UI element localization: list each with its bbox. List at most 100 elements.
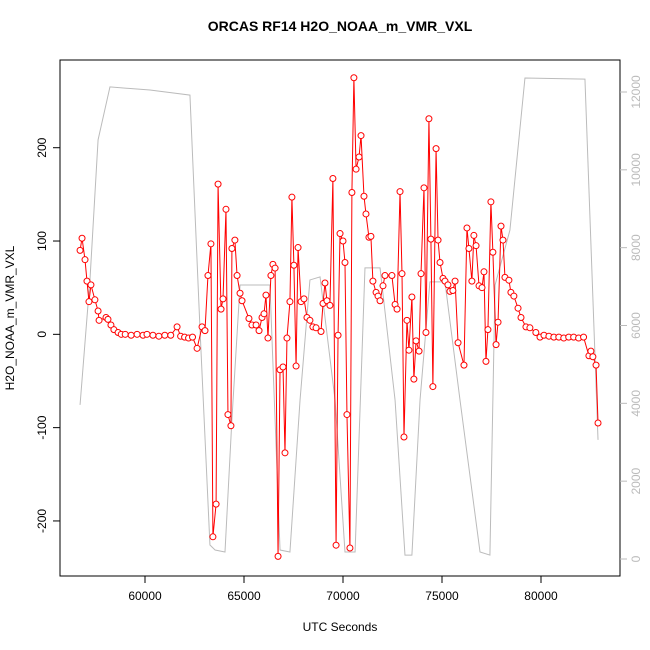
data-point xyxy=(317,328,325,336)
y-tick-label: 100 xyxy=(35,231,49,251)
x-tick-label: 65000 xyxy=(227,589,261,603)
y2-tick-label: 0 xyxy=(629,555,643,562)
data-point xyxy=(281,449,289,457)
data-point xyxy=(334,331,342,339)
data-point xyxy=(95,316,103,324)
data-point xyxy=(85,298,93,306)
x-tick-label: 60000 xyxy=(128,589,162,603)
x-axis-label: UTC Seconds xyxy=(303,620,378,634)
data-point xyxy=(427,235,435,243)
data-point xyxy=(510,292,518,300)
data-point xyxy=(255,327,263,335)
data-point xyxy=(94,307,102,315)
data-point xyxy=(388,272,396,280)
data-point xyxy=(290,261,298,269)
data-point xyxy=(393,305,401,313)
data-point xyxy=(367,232,375,240)
data-point xyxy=(580,333,588,341)
data-point xyxy=(532,328,540,336)
data-point xyxy=(204,272,212,280)
data-point xyxy=(336,230,344,238)
data-point xyxy=(288,193,296,201)
y2-tick-label: 6000 xyxy=(629,312,643,339)
data-point xyxy=(460,361,468,369)
y-tick-label: -100 xyxy=(35,415,49,439)
data-point xyxy=(352,165,360,173)
data-point xyxy=(209,533,217,541)
data-point xyxy=(326,301,334,309)
y2-tick-label: 8000 xyxy=(629,234,643,261)
data-point xyxy=(482,357,490,365)
data-point xyxy=(341,258,349,266)
data-point xyxy=(514,304,522,312)
data-point xyxy=(127,331,135,339)
data-point xyxy=(348,188,356,196)
data-point xyxy=(227,422,235,430)
y2-tick-label: 12000 xyxy=(629,75,643,109)
data-point xyxy=(87,281,95,289)
data-point xyxy=(463,224,471,232)
data-point xyxy=(343,411,351,419)
data-point xyxy=(357,132,365,140)
data-point xyxy=(81,256,89,264)
chart-title: ORCAS RF14 H2O_NOAA_m_VMR_VXL xyxy=(208,18,473,34)
data-point xyxy=(403,316,411,324)
data-point xyxy=(425,115,433,123)
data-point xyxy=(355,153,363,161)
data-point xyxy=(592,361,600,369)
data-point xyxy=(224,411,232,419)
data-point xyxy=(149,331,157,339)
data-point xyxy=(91,296,99,304)
data-point xyxy=(189,333,197,341)
data-point xyxy=(410,375,418,383)
data-point xyxy=(78,234,86,242)
data-point xyxy=(400,433,408,441)
data-point xyxy=(449,286,457,294)
y-tick-label: -200 xyxy=(35,509,49,533)
data-point xyxy=(231,236,239,244)
data-point xyxy=(161,331,169,339)
data-point xyxy=(279,363,287,371)
data-point xyxy=(217,305,225,313)
data-point xyxy=(321,279,329,287)
data-point xyxy=(587,347,595,355)
data-point xyxy=(121,330,129,338)
y-axis-label: H2O_NOAA_m_VMR_VXL xyxy=(3,245,17,390)
data-point xyxy=(420,184,428,192)
data-point xyxy=(329,175,337,183)
data-point xyxy=(292,362,300,370)
data-point xyxy=(499,236,507,244)
data-point xyxy=(422,328,430,336)
data-point xyxy=(332,541,340,549)
data-point xyxy=(339,237,347,245)
data-point xyxy=(434,236,442,244)
data-point xyxy=(362,210,370,218)
data-point xyxy=(494,318,502,326)
data-point xyxy=(417,270,425,278)
data-point xyxy=(294,244,302,252)
data-point xyxy=(465,244,473,252)
data-point xyxy=(379,282,387,290)
data-point xyxy=(350,74,358,82)
data-point xyxy=(396,188,404,196)
data-point xyxy=(212,500,220,508)
data-point xyxy=(312,324,320,332)
data-point xyxy=(271,264,279,272)
data-point xyxy=(222,205,230,213)
data-point xyxy=(228,244,236,252)
data-point xyxy=(470,231,478,239)
data-point xyxy=(173,323,181,331)
data-point xyxy=(306,316,314,324)
data-point xyxy=(155,332,163,340)
data-point xyxy=(492,341,500,349)
data-point xyxy=(451,277,459,285)
data-point xyxy=(412,337,420,345)
plot-box xyxy=(59,59,621,577)
y2-tick-label: 10000 xyxy=(629,153,643,187)
y2-tick-label: 2000 xyxy=(629,467,643,494)
data-point xyxy=(589,353,597,361)
data-point xyxy=(381,272,389,280)
data-point xyxy=(480,268,488,276)
data-point xyxy=(283,334,291,342)
